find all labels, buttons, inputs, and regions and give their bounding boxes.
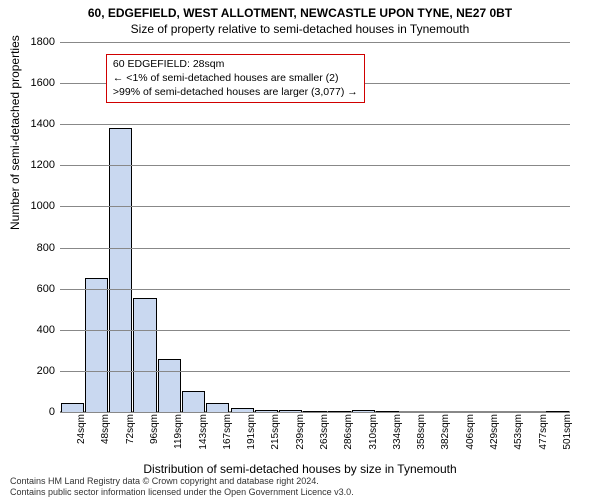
x-ticks: 24sqm 48sqm 72sqm 96sqm 119sqm 143sqm 167sqm 19… xyxy=(60,414,570,464)
footer-line2: Contains public sector information licen… xyxy=(10,487,354,498)
x-tick-label: 382sqm xyxy=(440,414,451,454)
grid-line xyxy=(60,165,570,166)
x-tick-label: 429sqm xyxy=(489,414,500,454)
x-tick-label: 263sqm xyxy=(319,414,330,454)
y-tick-label: 0 xyxy=(15,406,55,418)
bar xyxy=(206,403,229,412)
bar xyxy=(182,391,205,412)
y-tick-label: 800 xyxy=(15,242,55,254)
grid-line xyxy=(60,206,570,207)
y-tick-label: 400 xyxy=(15,324,55,336)
plot-region: 60 EDGEFIELD: 28sqm ← <1% of semi-detach… xyxy=(60,42,570,412)
y-tick-label: 1600 xyxy=(15,77,55,89)
x-tick-label: 143sqm xyxy=(198,414,209,454)
bar xyxy=(61,403,84,412)
grid-line xyxy=(60,248,570,249)
bar xyxy=(109,128,132,412)
info-line3: >99% of semi-detached houses are larger … xyxy=(113,85,358,99)
grid-line xyxy=(60,289,570,290)
x-tick-label: 119sqm xyxy=(173,414,184,454)
x-tick-label: 501sqm xyxy=(562,414,573,454)
y-tick-label: 1200 xyxy=(15,159,55,171)
chart-area: 60 EDGEFIELD: 28sqm ← <1% of semi-detach… xyxy=(60,42,570,412)
info-line1: 60 EDGEFIELD: 28sqm xyxy=(113,57,358,71)
y-tick-label: 600 xyxy=(15,283,55,295)
x-tick-label: 191sqm xyxy=(246,414,257,454)
y-tick-label: 1000 xyxy=(15,200,55,212)
x-tick-label: 310sqm xyxy=(368,414,379,454)
grid-line xyxy=(60,42,570,43)
bar xyxy=(158,359,181,412)
footer-line1: Contains HM Land Registry data © Crown c… xyxy=(10,476,354,487)
x-tick-label: 477sqm xyxy=(538,414,549,454)
chart-title: 60, EDGEFIELD, WEST ALLOTMENT, NEWCASTLE… xyxy=(0,6,600,20)
x-tick-label: 24sqm xyxy=(76,414,87,454)
info-box: 60 EDGEFIELD: 28sqm ← <1% of semi-detach… xyxy=(106,54,365,103)
x-tick-label: 358sqm xyxy=(416,414,427,454)
x-axis-label: Distribution of semi-detached houses by … xyxy=(0,462,600,476)
x-tick-label: 72sqm xyxy=(125,414,136,454)
grid-line xyxy=(60,124,570,125)
y-tick-label: 1800 xyxy=(15,36,55,48)
x-tick-label: 167sqm xyxy=(222,414,233,454)
x-tick-label: 239sqm xyxy=(295,414,306,454)
x-tick-label: 96sqm xyxy=(149,414,160,454)
grid-line xyxy=(60,412,570,413)
x-tick-label: 406sqm xyxy=(465,414,476,454)
y-tick-label: 1400 xyxy=(15,118,55,130)
grid-line xyxy=(60,330,570,331)
x-tick-label: 453sqm xyxy=(513,414,524,454)
footer-attribution: Contains HM Land Registry data © Crown c… xyxy=(10,476,354,498)
chart-subtitle: Size of property relative to semi-detach… xyxy=(0,22,600,36)
x-tick-label: 48sqm xyxy=(100,414,111,454)
x-tick-label: 334sqm xyxy=(392,414,403,454)
y-tick-label: 200 xyxy=(15,365,55,377)
grid-line xyxy=(60,371,570,372)
x-tick-label: 215sqm xyxy=(270,414,281,454)
info-line2: ← <1% of semi-detached houses are smalle… xyxy=(113,71,358,85)
bar xyxy=(85,278,108,412)
bar xyxy=(133,298,156,412)
x-tick-label: 286sqm xyxy=(343,414,354,454)
